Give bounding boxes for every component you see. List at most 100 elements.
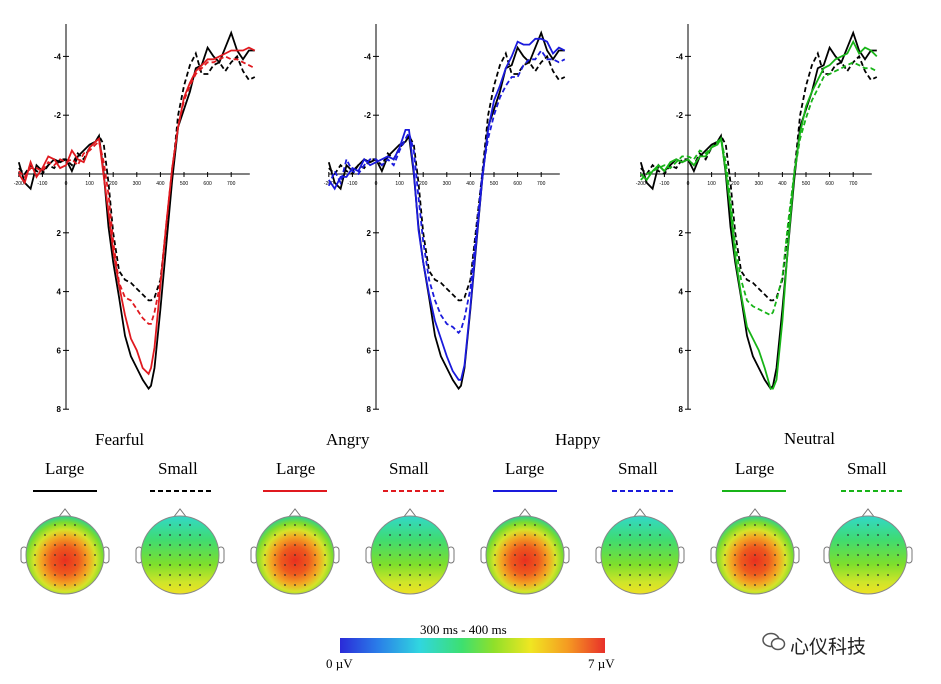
- electrode-dot: [544, 574, 546, 576]
- electrode-dot: [209, 544, 211, 546]
- electrode-dot: [189, 554, 191, 556]
- electrode-dot: [189, 544, 191, 546]
- nose-outline: [747, 508, 763, 519]
- electrode-dot: [857, 534, 859, 536]
- electrode-dot: [169, 554, 171, 556]
- electrode-dot: [304, 574, 306, 576]
- electrode-dot: [897, 554, 899, 556]
- electrode-dot: [44, 544, 46, 546]
- erp-panel-happy: -4 -2 2 4 6 8 -200 -100 0 100 200 300 400 500 600 700: [636, 24, 878, 414]
- topographic-maps: [20, 508, 913, 595]
- scale-min-label: 0 µV: [326, 656, 353, 671]
- electrode-dot: [294, 564, 296, 566]
- electrode-dot: [534, 534, 536, 536]
- electrode-dot: [314, 564, 316, 566]
- electrode-dot: [639, 544, 641, 546]
- electrode-dot: [274, 534, 276, 536]
- electrode-dot: [429, 544, 431, 546]
- reference-small-line: [18, 51, 256, 302]
- electrode-dot: [877, 544, 879, 546]
- x-tick-label: 600: [203, 181, 212, 187]
- electrode-dot: [639, 554, 641, 556]
- electrode-dot: [84, 554, 86, 556]
- electrode-dot: [169, 564, 171, 566]
- electrode-dot: [74, 574, 76, 576]
- topomap-small: [135, 508, 225, 595]
- electrode-dot: [609, 554, 611, 556]
- y-tick-label: -2: [54, 111, 62, 120]
- color-scale-bar: [340, 638, 605, 653]
- y-tick-label: -2: [676, 111, 684, 120]
- y-tick-label: 8: [679, 405, 684, 414]
- nose-outline: [287, 508, 303, 519]
- electrode-dot: [744, 554, 746, 556]
- electrode-dot: [379, 564, 381, 566]
- legend-label-happy-small: Small: [618, 459, 658, 478]
- electrode-dot: [189, 574, 191, 576]
- electrode-dot: [784, 554, 786, 556]
- electrode-dot: [169, 574, 171, 576]
- electrode-dot: [774, 574, 776, 576]
- electrode-dot: [419, 574, 421, 576]
- electrode-dot: [399, 574, 401, 576]
- electrode-dot: [734, 564, 736, 566]
- electrode-dot: [867, 564, 869, 566]
- electrode-dot: [629, 554, 631, 556]
- electrode-dot: [514, 574, 516, 576]
- electrode-dot: [867, 574, 869, 576]
- electrode-dot: [764, 524, 766, 526]
- electrode-dot: [659, 574, 661, 576]
- electrode-dot: [629, 574, 631, 576]
- electrode-dot: [54, 554, 56, 556]
- electrode-dot: [524, 534, 526, 536]
- topomap-large: [20, 508, 110, 595]
- electrode-dot: [784, 564, 786, 566]
- electrode-dot: [887, 574, 889, 576]
- electrode-dot: [734, 534, 736, 536]
- x-tick-label: 200: [109, 181, 118, 187]
- electrode-dot: [64, 544, 66, 546]
- electrode-dot: [744, 544, 746, 546]
- reference-large-line: [17, 30, 255, 391]
- electrode-dot: [419, 554, 421, 556]
- electrode-dot: [189, 524, 191, 526]
- electrode-dot: [284, 544, 286, 546]
- electrode-dot: [274, 554, 276, 556]
- electrode-dot: [314, 534, 316, 536]
- electrode-dot: [649, 544, 651, 546]
- electrode-dot: [64, 564, 66, 566]
- electrode-dot: [857, 584, 859, 586]
- electrode-dot: [744, 564, 746, 566]
- electrode-dot: [897, 564, 899, 566]
- electrode-dot: [314, 574, 316, 576]
- electrode-dot: [764, 534, 766, 536]
- electrode-dot: [514, 564, 516, 566]
- electrode-dot: [74, 524, 76, 526]
- electrode-dot: [439, 564, 441, 566]
- electrode-dot: [494, 554, 496, 556]
- electrode-dot: [877, 584, 879, 586]
- electrode-dot: [169, 534, 171, 536]
- nose-outline: [172, 508, 188, 519]
- electrode-dot: [504, 574, 506, 576]
- electrode-dot: [887, 534, 889, 536]
- electrode-dot: [179, 524, 181, 526]
- electrode-dot: [504, 534, 506, 536]
- electrode-dot: [744, 524, 746, 526]
- electrode-dot: [409, 564, 411, 566]
- electrode-dot: [159, 544, 161, 546]
- electrode-dot: [314, 554, 316, 556]
- electrode-dot: [837, 544, 839, 546]
- happy-large-line: [640, 39, 878, 390]
- electrode-dot: [847, 564, 849, 566]
- legend-label-happy-large: Large: [505, 459, 545, 478]
- x-tick-label: -200: [14, 181, 24, 187]
- fearful-small-line: [18, 55, 256, 325]
- x-tick-label: 500: [802, 181, 811, 187]
- electrode-dot: [429, 534, 431, 536]
- electrode-dot: [44, 534, 46, 536]
- electrode-dot: [389, 574, 391, 576]
- electrode-dot: [857, 574, 859, 576]
- electrode-dot: [54, 584, 56, 586]
- electrode-dot: [514, 524, 516, 526]
